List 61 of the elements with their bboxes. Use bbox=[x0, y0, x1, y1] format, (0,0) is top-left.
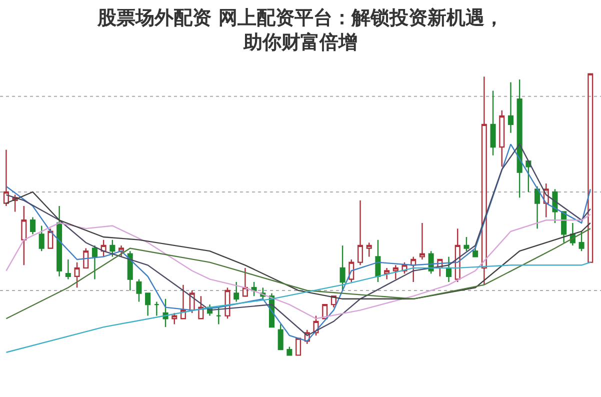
candlestick bbox=[561, 211, 567, 244]
candlestick bbox=[216, 306, 222, 325]
candlestick bbox=[110, 239, 116, 258]
candlestick bbox=[172, 312, 178, 325]
candlestick bbox=[402, 262, 408, 274]
candlestick bbox=[322, 304, 328, 320]
candlestick bbox=[454, 228, 460, 283]
candlestick bbox=[526, 160, 532, 193]
candlestick bbox=[340, 244, 346, 292]
candlestick bbox=[534, 186, 540, 230]
candlestick bbox=[100, 239, 106, 258]
candlestick bbox=[278, 324, 284, 350]
candlestick bbox=[472, 244, 478, 258]
candlestick bbox=[83, 248, 89, 269]
candlestick bbox=[357, 200, 364, 266]
candlestick bbox=[198, 296, 204, 320]
candlestick bbox=[437, 258, 443, 277]
candlestick bbox=[162, 298, 168, 328]
candlestick bbox=[12, 194, 18, 212]
candlestick bbox=[410, 256, 416, 283]
candlestick bbox=[251, 281, 257, 297]
candlestick bbox=[242, 267, 248, 297]
candlestick bbox=[304, 329, 310, 345]
candlestick bbox=[127, 250, 133, 292]
candlestick bbox=[499, 110, 505, 168]
candlestick bbox=[136, 278, 142, 302]
candlestick bbox=[56, 205, 62, 277]
candlestick bbox=[366, 242, 372, 258]
candlestick bbox=[145, 292, 151, 316]
candlestick bbox=[490, 90, 496, 156]
candlestick bbox=[330, 296, 336, 308]
candlestick bbox=[516, 78, 522, 198]
candlestick bbox=[38, 225, 44, 252]
candlestick bbox=[392, 264, 398, 280]
candlestick bbox=[234, 281, 240, 302]
candlestick bbox=[286, 346, 292, 356]
candlestick bbox=[65, 258, 71, 280]
candlestick bbox=[348, 258, 354, 283]
candlestick bbox=[578, 230, 584, 252]
candlestick bbox=[464, 236, 470, 252]
candlestick bbox=[154, 301, 160, 316]
candlestick bbox=[588, 73, 594, 263]
candlestick bbox=[446, 256, 452, 283]
candlestick bbox=[375, 239, 381, 283]
candlestick bbox=[224, 287, 230, 320]
candlestick bbox=[419, 222, 425, 260]
candlestick bbox=[74, 262, 80, 288]
candlestick bbox=[313, 315, 319, 336]
candlestick bbox=[180, 284, 186, 320]
candlestick bbox=[384, 267, 390, 280]
candlestick bbox=[296, 338, 302, 356]
candlestick bbox=[21, 205, 27, 266]
candlestick bbox=[30, 216, 36, 235]
candlestick bbox=[92, 244, 98, 280]
chart-title: 股票场外配资 网上配资平台：解锁投资新机遇，助你财富倍增 bbox=[96, 6, 504, 54]
candlestick bbox=[543, 182, 549, 218]
candlestick bbox=[508, 82, 514, 134]
candlestick bbox=[481, 76, 487, 286]
candlestick bbox=[3, 149, 9, 207]
candlestick bbox=[189, 290, 195, 314]
candlestick bbox=[48, 228, 54, 249]
